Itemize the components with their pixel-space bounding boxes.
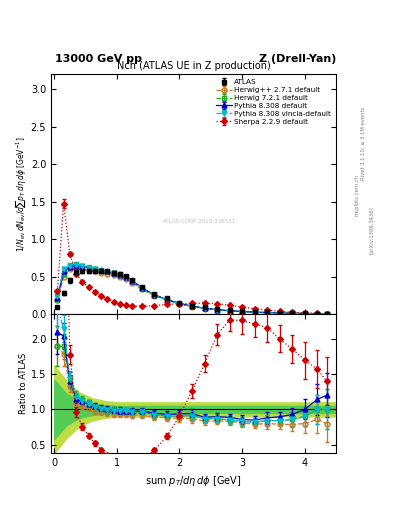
Title: Nch (ATLAS UE in Z production): Nch (ATLAS UE in Z production) [117,61,270,71]
Text: mcplots.cern.ch: mcplots.cern.ch [354,174,359,216]
Text: 13000 GeV pp: 13000 GeV pp [55,54,142,64]
Legend: ATLAS, Herwig++ 2.7.1 default, Herwig 7.2.1 default, Pythia 8.308 default, Pythi: ATLAS, Herwig++ 2.7.1 default, Herwig 7.… [215,78,332,126]
Text: ATLAS-CONF-2019-336531: ATLAS-CONF-2019-336531 [163,219,236,224]
Y-axis label: $1/N_{\rm ev}\,dN_{\rm ev}/d\!\sum p_T\,d\eta\,d\phi\;[\rm GeV^{-1}]$: $1/N_{\rm ev}\,dN_{\rm ev}/d\!\sum p_T\,… [14,137,28,252]
X-axis label: sum $p_T/d\eta\,d\phi$ [GeV]: sum $p_T/d\eta\,d\phi$ [GeV] [145,474,242,487]
Text: [arXiv:1306.3436]: [arXiv:1306.3436] [369,206,374,254]
Y-axis label: Ratio to ATLAS: Ratio to ATLAS [19,353,28,414]
Text: Rivet 3.1.10, ≥ 3.1M events: Rivet 3.1.10, ≥ 3.1M events [361,106,366,180]
Text: Z (Drell-Yan): Z (Drell-Yan) [259,54,336,64]
